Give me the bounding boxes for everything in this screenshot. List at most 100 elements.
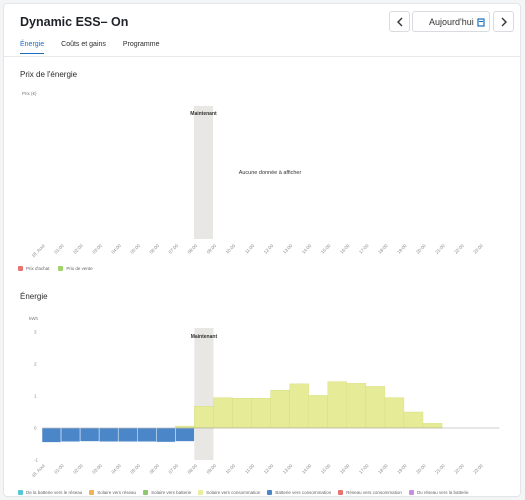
legend-item-energy[interactable]: De la batterie vers le réseau <box>18 490 82 495</box>
price-x-tick-label: 01:00 <box>53 243 65 255</box>
price-now-band <box>194 106 213 239</box>
energy-x-tick-label: 20:00 <box>415 463 427 475</box>
legend-item-energy[interactable]: Batterie vers consommation <box>267 490 331 495</box>
price-x-tick-label: 11:00 <box>244 243 256 255</box>
energy-bar-solar-to-consumption[interactable] <box>346 383 367 429</box>
price-x-tick-label: 22:00 <box>453 243 465 255</box>
legend-label: Réseau vers consommation <box>346 490 402 495</box>
energy-bar-battery-to-consumption[interactable] <box>98 427 119 443</box>
legend-label: Prix de vente <box>66 266 93 271</box>
energy-chart: kWh 3 2 1 0 -1 Maintenant 18. Aout 01:00 02:00… <box>29 316 500 479</box>
legend-item-energy[interactable]: Solaire vers batterie <box>143 490 191 495</box>
tab-energie[interactable]: Énergie <box>20 41 45 54</box>
tab-programme[interactable]: Programme <box>122 41 160 48</box>
energy-x-tick-label: 09:00 <box>206 463 218 475</box>
legend-label: Solaire vers consommation <box>206 490 261 495</box>
date-selector[interactable]: Aujourd'hui <box>412 11 490 32</box>
energy-x-tick-label: 05:00 <box>129 463 141 475</box>
energy-y-label: kWh <box>29 316 38 321</box>
energy-bar-battery-to-consumption[interactable] <box>79 427 100 442</box>
price-y-label: Prix (€) <box>22 91 37 96</box>
prev-day-button[interactable] <box>389 11 410 32</box>
legend-item-energy[interactable]: Réseau vers consommation <box>338 490 402 495</box>
legend-swatch <box>18 490 23 495</box>
energy-bar-solar-to-consumption[interactable] <box>308 395 328 429</box>
price-x-tick-label: 06:00 <box>149 243 161 255</box>
energy-bar-solar-to-consumption[interactable] <box>384 397 405 429</box>
energy-bar-battery-to-consumption[interactable] <box>41 427 62 443</box>
legend-label: Batterie vers consommation <box>275 490 332 495</box>
price-section-title: Prix de l'énergie <box>20 70 78 79</box>
price-x-tick-label: 23:00 <box>472 243 484 255</box>
energy-bars <box>41 381 443 443</box>
price-x-tick-label: 18:00 <box>377 243 389 255</box>
energy-x-tick-label: 22:00 <box>453 463 465 475</box>
energy-bar-solar-to-consumption[interactable] <box>213 397 233 429</box>
legend-label: Prix d'achat <box>26 266 50 271</box>
price-x-tick-label: 12:00 <box>263 243 275 255</box>
tab-divider <box>4 56 520 57</box>
dynamic-ess-card: Dynamic ESS– On Aujourd'hui Énergie Coût… <box>3 3 521 497</box>
energy-x-tick-label: 18:00 <box>377 463 389 475</box>
price-chart: Prix (€) Maintenant Aucune donnée à affi… <box>22 91 484 258</box>
energy-bar-solar-to-consumption[interactable] <box>194 406 214 429</box>
legend-swatch <box>18 266 23 271</box>
energy-x-tick-label: 18. Aout <box>30 463 46 479</box>
energy-bar-battery-to-consumption[interactable] <box>60 427 81 443</box>
energy-x-tick-label: 21:00 <box>434 463 446 475</box>
price-x-tick-label: 20:00 <box>415 243 427 255</box>
energy-bar-solar-to-consumption[interactable] <box>289 383 309 429</box>
legend-label: De la batterie vers le réseau <box>26 490 83 495</box>
energy-bar-solar-to-consumption[interactable] <box>403 411 424 429</box>
energy-x-tick-label: 04:00 <box>110 463 122 475</box>
price-legend: Prix d'achat Prix de vente <box>18 266 102 271</box>
price-x-tick-label: 10:00 <box>225 243 237 255</box>
energy-x-tick-label: 01:00 <box>53 463 65 475</box>
energy-bar-solar-to-consumption[interactable] <box>232 398 252 429</box>
tab-couts-et-gains[interactable]: Coûts et gains <box>61 41 106 48</box>
energy-bar-battery-to-consumption[interactable] <box>156 427 176 443</box>
price-x-tick-label: 07:00 <box>168 243 180 255</box>
legend-item-prix-vente[interactable]: Prix de vente <box>58 266 93 271</box>
legend-item-energy[interactable]: Solaire vers consommation <box>198 490 260 495</box>
price-x-tick-label: 04:00 <box>110 243 122 255</box>
tab-bar: Énergie Coûts et gains Programme <box>20 41 176 54</box>
legend-swatch <box>338 490 344 495</box>
legend-swatch <box>143 490 149 495</box>
energy-now-band <box>194 328 214 460</box>
energy-x-tick-label: 14:00 <box>301 463 313 475</box>
energy-bar-battery-to-consumption[interactable] <box>175 427 195 442</box>
price-x-tick-label: 05:00 <box>129 243 141 255</box>
energy-section-title: Énergie <box>20 292 48 301</box>
energy-x-tick-label: 07:00 <box>168 463 180 475</box>
energy-bar-solar-to-consumption[interactable] <box>422 423 443 429</box>
energy-y-tick-label: -1 <box>34 458 38 463</box>
energy-bar-solar-to-consumption[interactable] <box>251 398 271 429</box>
price-x-tick-label: 02:00 <box>72 243 84 255</box>
price-x-tick-label: 13:00 <box>282 243 294 255</box>
chevron-right-icon <box>501 17 507 26</box>
legend-swatch <box>408 490 414 495</box>
energy-bar-battery-to-consumption[interactable] <box>117 427 138 443</box>
legend-item-energy[interactable]: Solaire vers réseau <box>89 490 136 495</box>
legend-item-prix-achat[interactable]: Prix d'achat <box>18 266 49 271</box>
energy-x-ticks: 18. Aout 01:00 02:00 03:00 04:00 05:00 06:00 07… <box>30 463 484 479</box>
energy-bar-solar-to-consumption[interactable] <box>365 386 386 429</box>
energy-y-ticks: 3 2 1 0 -1 <box>34 330 38 463</box>
price-x-tick-label: 21:00 <box>434 243 446 255</box>
energy-y-tick-label: 1 <box>34 394 37 399</box>
legend-swatch <box>198 490 204 495</box>
energy-bar-solar-to-consumption[interactable] <box>270 390 290 429</box>
energy-x-tick-label: 19:00 <box>396 463 408 475</box>
energy-x-tick-label: 06:00 <box>149 463 161 475</box>
price-x-tick-label: 09:00 <box>206 243 218 255</box>
next-day-button[interactable] <box>493 11 514 32</box>
price-x-tick-label: 03:00 <box>91 243 103 255</box>
energy-bar-battery-to-consumption[interactable] <box>137 427 157 443</box>
energy-x-tick-label: 15:00 <box>320 463 332 475</box>
legend-item-energy[interactable]: Du réseau vers la batterie <box>408 490 468 495</box>
energy-x-tick-label: 11:00 <box>244 463 256 475</box>
energy-bar-solar-to-consumption[interactable] <box>327 381 347 429</box>
energy-x-tick-label: 23:00 <box>472 463 484 475</box>
price-x-tick-label: 08:00 <box>187 243 199 255</box>
